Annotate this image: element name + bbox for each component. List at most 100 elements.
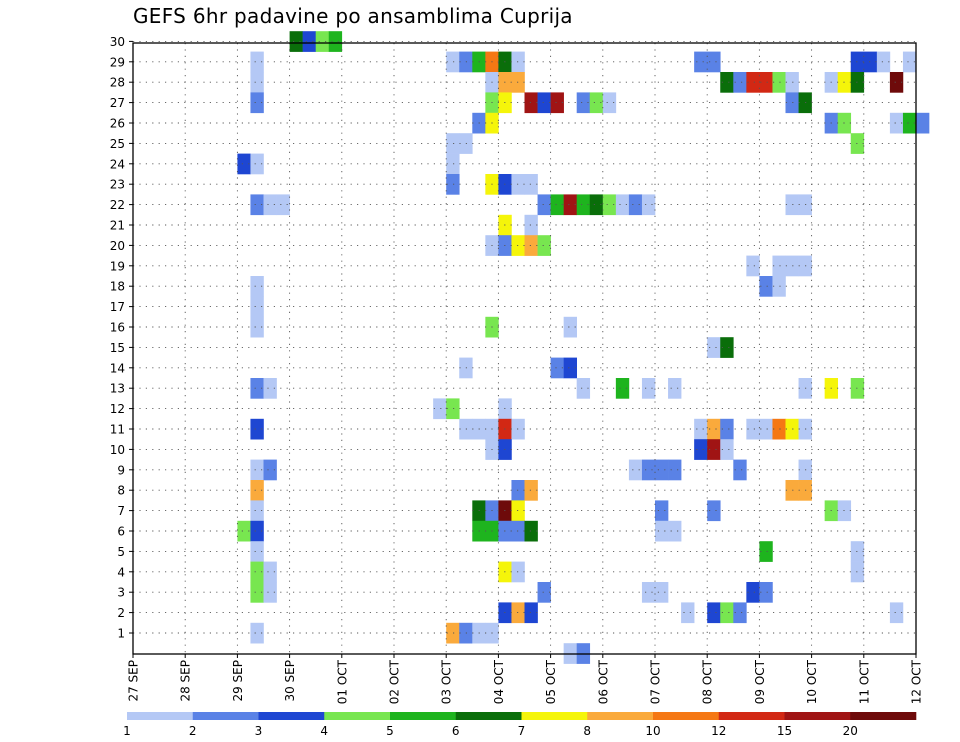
heatmap-cell [720,72,734,93]
y-tick-label: 5 [117,545,125,559]
y-tick-label: 15 [110,341,125,355]
heatmap-cell [237,520,251,542]
heatmap-cell [250,153,264,175]
heatmap-cell [902,51,917,73]
heatmap-cell [537,235,551,256]
heatmap-cell [707,439,721,460]
heatmap-cell [850,541,865,562]
heatmap-cell [902,112,917,134]
heatmap-cell [785,480,799,501]
heatmap-cells [237,31,930,664]
heatmap-cell [641,194,656,216]
heatmap-cell [694,439,708,460]
heatmap-cell [524,520,538,542]
heatmap-cell [446,51,460,73]
heatmap-cell [707,418,721,440]
heatmap-cell [628,194,643,216]
heatmap-cell [563,357,577,379]
x-tick-label: 06 OCT [596,659,610,704]
y-tick-label: 17 [110,300,125,314]
heatmap-cell [524,602,538,624]
heatmap-cell [550,194,564,216]
legend-level-label: 7 [518,724,526,738]
heatmap-cell [772,255,786,277]
heatmap-cell [668,520,682,542]
legend-color-swatch [455,712,522,720]
heatmap-cell [289,31,303,52]
heatmap-cell [250,561,264,583]
heatmap-cell [263,561,277,583]
heatmap-cell [668,378,682,399]
legend-color-swatch [521,712,588,720]
heatmap-cell [655,459,669,481]
heatmap-cell [850,133,865,154]
legend-level-label: 6 [452,724,460,738]
y-tick-label: 10 [110,443,125,457]
y-axis: 1234567891011121314151617181920212223242… [110,35,133,641]
x-tick-label: 01 OCT [335,659,349,704]
heatmap-cell [250,378,264,399]
heatmap-cell [446,174,460,195]
heatmap-cell [694,418,708,440]
heatmap-cell [576,378,591,399]
heatmap-cell [250,500,264,522]
heatmap-cell [772,72,786,93]
legend-color-swatch [850,712,917,720]
heatmap-cell [537,92,551,114]
heatmap-cell [263,194,277,216]
heatmap-cell [550,357,564,379]
x-tick-label: 08 OCT [701,659,715,704]
y-tick-label: 29 [110,55,125,69]
heatmap-cell [576,194,591,216]
heatmap-cell [746,72,760,93]
y-tick-label: 7 [117,504,125,518]
heatmap-cell [446,398,460,420]
y-tick-label: 1 [117,627,125,641]
heatmap-cell [446,153,460,175]
heatmap-cell [250,316,264,338]
heatmap-cell [563,316,577,338]
heatmap-cell [276,194,290,216]
heatmap-cell [785,92,799,114]
heatmap-cell [615,378,630,399]
x-tick-label: 10 OCT [805,659,819,704]
heatmap-cell [250,194,264,216]
heatmap-cell [537,194,551,216]
heatmap-cell [628,459,643,481]
legend-level-label: 4 [320,724,328,738]
legend-level-label: 1 [123,724,131,738]
legend-color-swatch [718,712,785,720]
legend-color-swatch [587,712,654,720]
heatmap-cell [263,459,277,481]
heatmap-cell [524,92,538,114]
heatmap-cell [524,480,538,501]
y-tick-label: 22 [110,198,125,212]
heatmap-cell [446,133,460,154]
y-tick-label: 14 [110,361,125,375]
heatmap-cell [250,276,264,297]
heatmap-cell [433,398,447,420]
y-tick-label: 3 [117,586,125,600]
heatmap-cell [250,51,264,73]
y-tick-label: 30 [110,35,125,49]
x-tick-label: 05 OCT [544,659,558,704]
heatmap-cell [576,92,591,114]
heatmap-cell [237,153,251,175]
heatmap-cell [615,194,630,216]
heatmap-cell [720,602,734,624]
legend-level-label: 8 [583,724,591,738]
y-tick-label: 12 [110,402,125,416]
legend-level-label: 15 [777,724,792,738]
heatmap-cell [759,582,773,603]
legend-color-swatch [390,712,457,720]
color-legend: 1 2 3 4 5 6 7 8 10 12 15 20 [123,712,917,738]
heatmap-cell [250,622,264,644]
heatmap-cell [707,500,721,522]
plot-frame [132,42,917,655]
heatmap-cell [850,378,865,399]
heatmap-cell [589,194,604,216]
heatmap-cell [328,31,343,52]
heatmap-cell [733,602,747,624]
heatmap-cell [655,582,669,603]
